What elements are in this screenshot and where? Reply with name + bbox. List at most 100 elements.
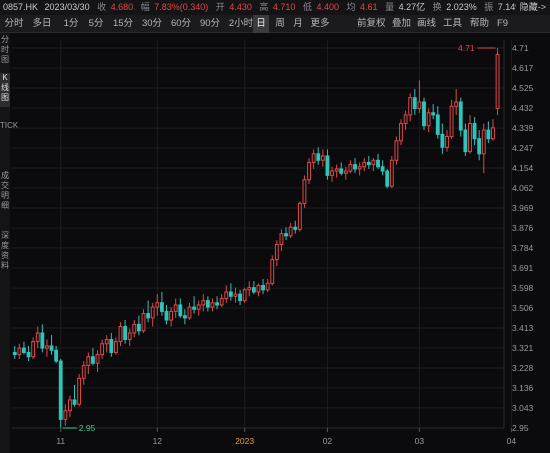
candle	[297, 201, 302, 232]
tab-60min[interactable]: 60分	[170, 18, 192, 29]
overlay-button[interactable]: 叠加	[392, 18, 412, 29]
candle	[394, 136, 399, 165]
candle	[81, 361, 86, 385]
change-label: 幅	[140, 2, 150, 12]
tools-button[interactable]: 工具	[443, 18, 463, 29]
draw-line-button[interactable]: 画线	[417, 18, 437, 29]
tab-multi-day[interactable]: 多日	[32, 18, 52, 29]
candle	[477, 130, 482, 161]
avg-label: 均	[346, 2, 356, 12]
candle	[113, 337, 118, 355]
candle	[242, 287, 247, 303]
candle	[311, 149, 316, 169]
amplitude-label: 振	[484, 2, 494, 12]
candle	[366, 155, 371, 169]
candle-body-down	[146, 313, 151, 319]
candle-body-down	[261, 285, 265, 291]
candle	[155, 294, 160, 316]
candle	[54, 345, 59, 364]
candles	[12, 48, 500, 428]
y-tick-label: 3.969	[512, 203, 534, 213]
candle	[123, 320, 128, 344]
candle-body-up	[224, 291, 229, 299]
candle	[40, 324, 45, 353]
candle-body-up	[403, 114, 408, 125]
candle	[164, 304, 169, 325]
open-label: 开	[215, 2, 225, 12]
candle-body-up	[307, 161, 311, 181]
candle	[205, 296, 210, 312]
avg-value: 4.61	[360, 2, 378, 12]
adjust-button[interactable]: 前复权	[357, 18, 386, 29]
help-button[interactable]: 帮助	[470, 18, 490, 29]
candle-body-down	[366, 161, 371, 166]
candle-body-up	[86, 356, 91, 366]
candle	[49, 335, 54, 355]
f9-button[interactable]: F9	[497, 18, 509, 29]
tab-5min[interactable]: 5分	[88, 18, 104, 29]
candle-body-up	[481, 129, 486, 155]
tab-15min[interactable]: 15分	[112, 18, 134, 29]
tab-90min[interactable]: 90分	[199, 18, 221, 29]
sidebar-item-trades[interactable]: 成交明细	[1, 171, 9, 210]
candle	[353, 158, 357, 174]
candle-body-up	[274, 243, 279, 261]
x-tick-label: 02	[323, 436, 333, 446]
toolbar: 分时 多日 1分 5分 15分 30分 60分 90分 2小时 日 周 月 更多…	[0, 15, 550, 33]
sidebar-item-kline[interactable]: K线图	[0, 73, 10, 107]
x-tick-label: 11	[56, 436, 65, 446]
candle-body-down	[353, 164, 357, 170]
candle-body-down	[251, 287, 256, 293]
candle	[288, 222, 293, 238]
y-tick-label: 4.062	[512, 183, 534, 193]
candle	[408, 93, 413, 122]
candle	[348, 160, 353, 174]
candle	[45, 339, 49, 357]
candle	[91, 348, 95, 366]
tab-1min[interactable]: 1分	[63, 18, 79, 29]
candle	[284, 227, 288, 241]
candle	[458, 97, 463, 137]
candle	[491, 119, 495, 141]
y-tick-label: 3.228	[512, 363, 534, 373]
candle	[150, 302, 155, 327]
low-label: 低	[302, 2, 312, 12]
candle-body-down	[40, 332, 45, 349]
sidebar-item-depth[interactable]: 深度资料	[1, 231, 9, 270]
tab-30min[interactable]: 30分	[141, 18, 163, 29]
candle-body-down	[380, 166, 385, 172]
tab-daily[interactable]: 日	[253, 15, 269, 33]
tab-monthly[interactable]: 月	[293, 18, 303, 29]
candle-body-down	[178, 304, 183, 317]
candle-body-down	[26, 351, 31, 358]
close-value: 4.680	[110, 2, 134, 12]
candle	[35, 326, 40, 349]
candle	[192, 296, 197, 314]
sidebar-item-intraday[interactable]: 分时图	[1, 35, 9, 64]
candle	[26, 345, 31, 362]
tab-weekly[interactable]: 周	[275, 18, 285, 29]
candle-body-down	[182, 315, 187, 319]
tab-more[interactable]: 更多	[310, 18, 330, 29]
y-tick-label: 3.136	[512, 383, 534, 393]
candle	[256, 283, 261, 297]
candle-body-up	[362, 161, 367, 168]
candle	[426, 108, 431, 133]
candle-body-up	[127, 332, 132, 340]
candle	[118, 322, 123, 346]
annotations: 4.71 2.95	[62, 43, 496, 433]
candle	[486, 121, 491, 143]
candle-body-up	[45, 345, 49, 349]
turnover-value: 2.023%	[446, 2, 477, 12]
sidebar-item-tick[interactable]: TICK	[0, 121, 19, 130]
grid	[12, 40, 512, 429]
tab-intraday[interactable]: 分时	[4, 18, 24, 29]
hide-button[interactable]: 隐藏->	[515, 0, 546, 15]
candle-body-up	[343, 170, 348, 174]
tab-2hour[interactable]: 2小时	[228, 18, 254, 29]
y-tick-label: 4.154	[512, 163, 534, 173]
candle-body-up	[288, 226, 293, 237]
candle-body-up	[77, 377, 82, 405]
candle	[495, 48, 500, 115]
candle-body-up	[417, 101, 422, 109]
